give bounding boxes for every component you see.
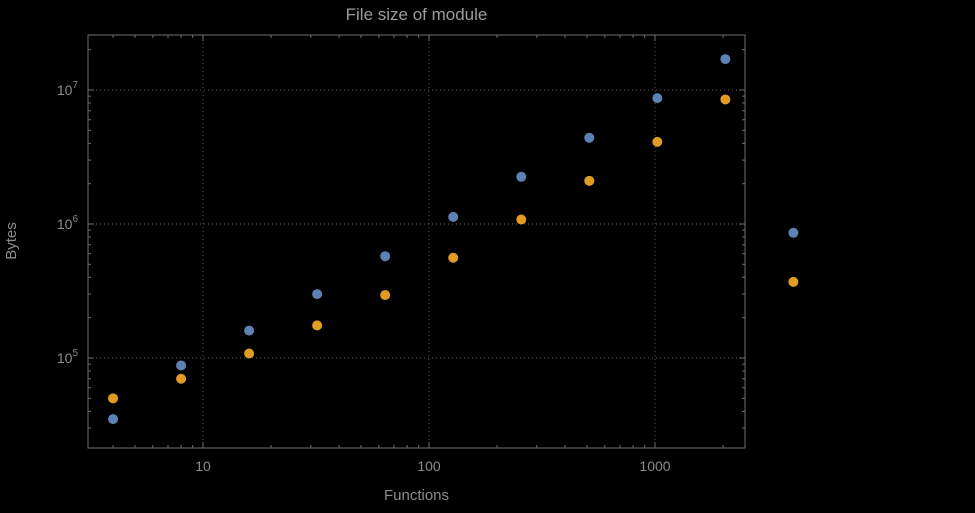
data-point-blue — [652, 93, 663, 104]
data-point-orange — [380, 290, 391, 301]
data-point-orange — [448, 252, 459, 263]
data-point-orange — [788, 276, 799, 287]
data-point-orange — [516, 214, 527, 225]
x-axis-label: Functions — [383, 487, 450, 504]
data-point-blue — [312, 289, 323, 300]
y-tick-label: 107 — [57, 80, 79, 98]
y-tick-label: 105 — [57, 348, 79, 366]
data-point-blue — [788, 227, 799, 238]
data-point-blue — [516, 171, 527, 182]
data-point-blue — [176, 360, 187, 371]
y-tick-label: 106 — [57, 214, 79, 232]
data-point-orange — [176, 373, 187, 384]
data-point-orange — [312, 320, 323, 331]
data-point-blue — [380, 251, 391, 262]
data-point-orange — [720, 94, 731, 105]
x-tick-label: 100 — [417, 458, 441, 474]
data-point-orange — [244, 348, 255, 359]
data-point-orange — [652, 136, 663, 147]
data-point-blue — [720, 54, 731, 65]
chart-title: File size of module — [345, 5, 488, 24]
data-point-blue — [584, 132, 595, 143]
data-point-blue — [448, 211, 459, 222]
data-point-blue — [244, 325, 255, 336]
x-tick-label: 1000 — [639, 458, 670, 474]
data-point-orange — [584, 175, 595, 186]
data-point-blue — [108, 414, 119, 425]
x-tick-label: 10 — [195, 458, 211, 474]
data-point-orange — [108, 393, 119, 404]
plot-frame — [87, 34, 746, 449]
